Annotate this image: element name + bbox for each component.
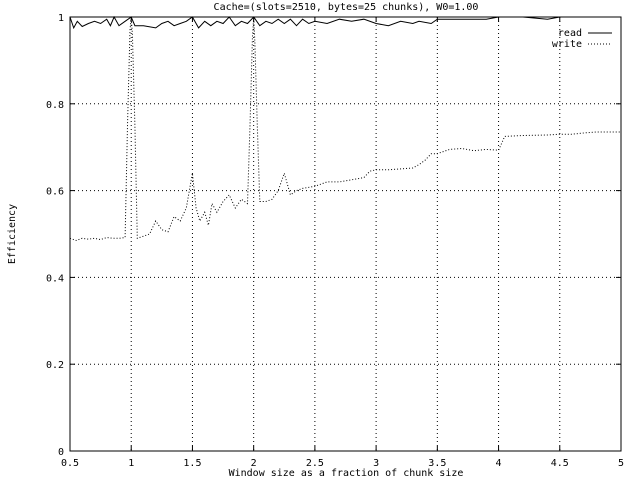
series-write-line (69, 16, 621, 242)
y-tick-label: 0.6 (46, 187, 64, 198)
y-tick-label: 0.2 (46, 360, 64, 371)
y-axis-label: Efficiency (7, 204, 18, 264)
x-tick-label: 3.5 (428, 458, 446, 469)
y-tick-label: 0 (58, 447, 64, 458)
legend-label-read: read (558, 28, 582, 39)
x-tick-label: 1 (128, 458, 134, 469)
x-tick-label: 4 (496, 458, 502, 469)
plot-border (69, 16, 622, 452)
y-tick-label: 0.8 (46, 100, 64, 111)
y-tick-label: 1 (58, 13, 64, 24)
y-tick-label: 0.4 (46, 273, 64, 284)
grid (70, 17, 621, 451)
series-layer (69, 15, 621, 242)
ticks: 0.5 1 1.5 2 2.5 3 3.5 4 4.5 5 0 0.2 0.4 0.6 0.8 1 (46, 13, 624, 469)
series-read-line (69, 15, 621, 30)
x-tick-label: 5 (618, 458, 624, 469)
chart-title: Cache=(slots=2510, bytes=25 chunks), W0=… (214, 2, 479, 13)
legend-label-write: write (552, 39, 582, 50)
legend: read write (552, 28, 612, 50)
x-axis-label: Window size as a fraction of chunk size (229, 468, 464, 479)
x-tick-label: 1.5 (183, 458, 201, 469)
x-tick-label: 3 (373, 458, 379, 469)
x-tick-label: 4.5 (551, 458, 569, 469)
x-tick-label: 0.5 (61, 458, 79, 469)
x-tick-label: 2.5 (306, 458, 324, 469)
x-tick-label: 2 (251, 458, 257, 469)
